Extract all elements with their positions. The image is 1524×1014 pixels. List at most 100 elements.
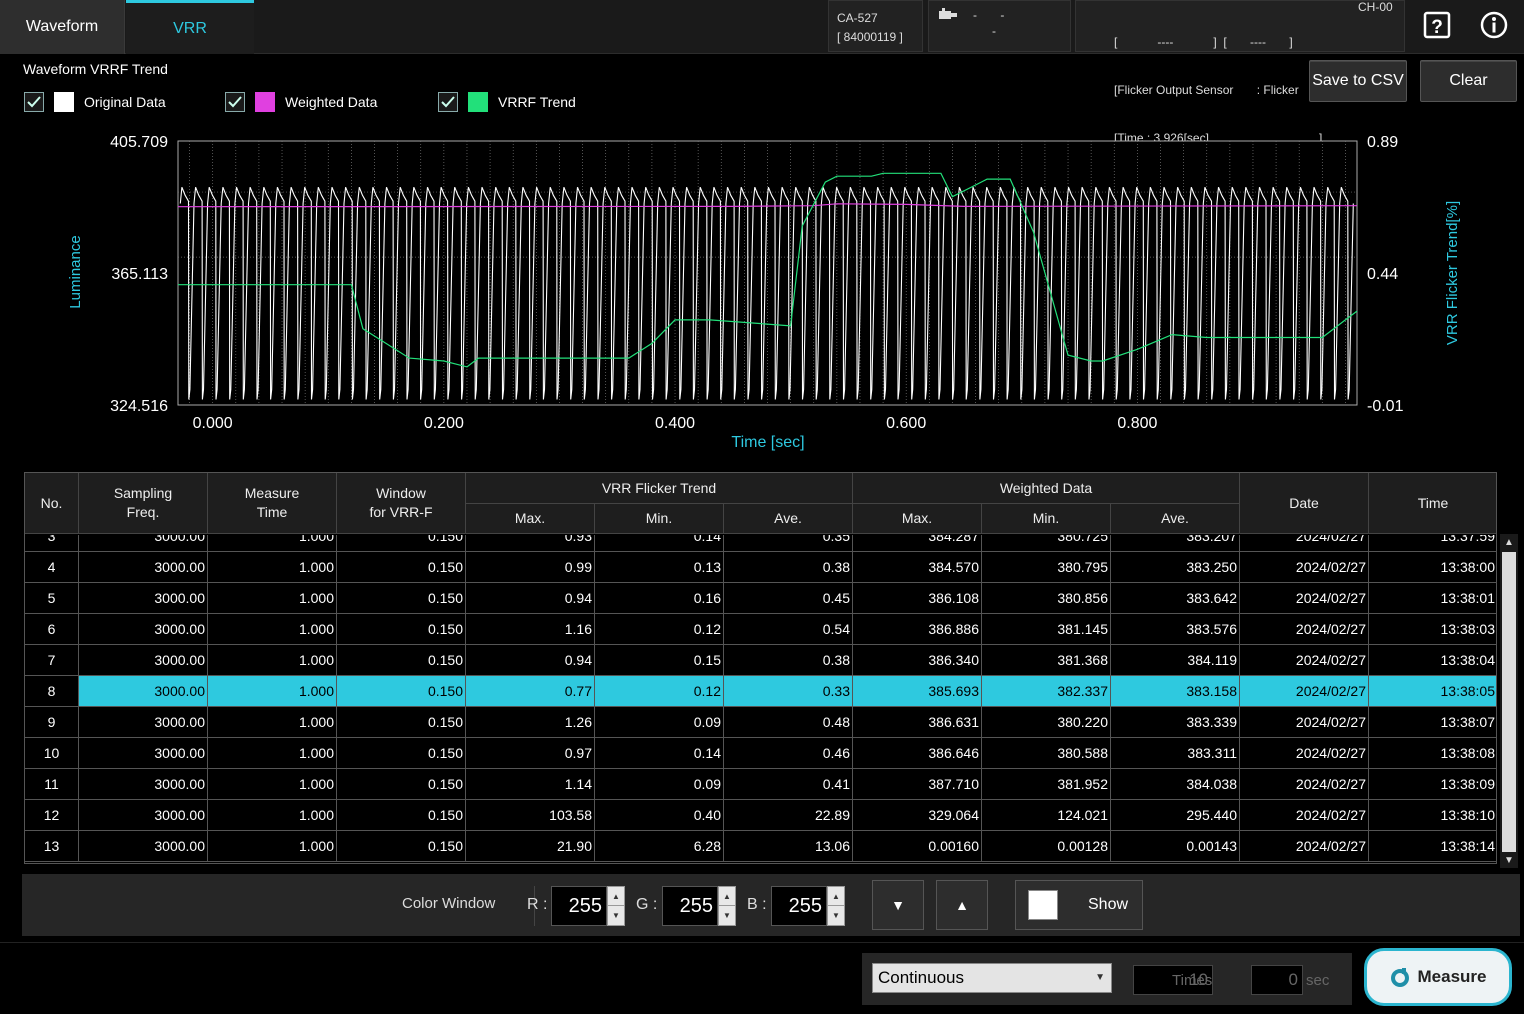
table-row[interactable]: 12 3000.00 1.000 0.150 103.58 0.40 22.89 329.06… (25, 800, 1496, 831)
col-measure-time[interactable]: Measure Time (208, 473, 337, 534)
sensor-info-line1: [ ---- ] [ ---- ] (1114, 35, 1293, 49)
col-vrr-min[interactable]: Min. (595, 504, 724, 534)
table-row[interactable]: 8 3000.00 1.000 0.150 0.77 0.12 0.33 385.693 382… (25, 676, 1496, 707)
cell-weighted-max: 386.631 (853, 707, 982, 738)
cell-window: 0.150 (337, 831, 466, 862)
spin-up-icon[interactable]: ▲ (828, 887, 844, 906)
table-row[interactable]: 10 3000.00 1.000 0.150 0.97 0.14 0.46 386.646 38… (25, 738, 1496, 769)
table-row[interactable]: 3 3000.00 1.000 0.150 0.93 0.14 0.35 384.287 380… (25, 535, 1496, 552)
spin-up-icon[interactable]: ▲ (608, 887, 624, 906)
cell-sampling-freq: 3000.00 (79, 738, 208, 769)
cell-vrr-ave: 0.54 (724, 614, 853, 645)
measure-button[interactable]: Measure (1364, 948, 1512, 1006)
cell-weighted-max: 384.287 (853, 535, 982, 552)
cell-vrr-max: 1.14 (466, 769, 595, 800)
col-time[interactable]: Time (1369, 473, 1496, 534)
cell-vrr-ave: 0.38 (724, 645, 853, 676)
cell-vrr-min: 0.09 (595, 707, 724, 738)
cell-weighted-ave: 383.576 (1111, 614, 1240, 645)
move-down-button[interactable]: ▼ (872, 880, 924, 930)
b-stepper[interactable]: ▲ ▼ (827, 886, 845, 926)
times-input[interactable]: 10 (1133, 965, 1213, 995)
device-model: CA-527 (837, 11, 878, 25)
col-weighted-ave[interactable]: Ave. (1111, 504, 1240, 534)
col-sampling-freq[interactable]: Sampling Freq. (79, 473, 208, 534)
weighted-data-swatch (255, 92, 275, 112)
legend-original-data[interactable]: Original Data (24, 92, 166, 112)
move-up-button[interactable]: ▲ (936, 880, 988, 930)
r-stepper[interactable]: ▲ ▼ (607, 886, 625, 926)
interval-input[interactable]: 0 (1251, 965, 1303, 995)
table-row[interactable]: 6 3000.00 1.000 0.150 1.16 0.12 0.54 386.886 381… (25, 614, 1496, 645)
help-icon[interactable]: ? (1422, 10, 1452, 40)
table-row[interactable]: 4 3000.00 1.000 0.150 0.99 0.13 0.38 384.570 380… (25, 552, 1496, 583)
measure-mode-panel: Continuous ▼ 10 Times 0 sec (862, 953, 1352, 1005)
cell-weighted-min: 380.588 (982, 738, 1111, 769)
col-no[interactable]: No. (25, 473, 79, 534)
original-data-checkbox[interactable] (24, 92, 44, 112)
cell-vrr-min: 0.14 (595, 738, 724, 769)
scroll-thumb[interactable] (1502, 552, 1516, 852)
table-row[interactable]: 9 3000.00 1.000 0.150 1.26 0.09 0.48 386.631 380… (25, 707, 1496, 738)
legend-vrrf-trend[interactable]: VRRF Trend (438, 92, 576, 112)
cell-measure-time: 1.000 (208, 800, 337, 831)
probe-line2: - (992, 24, 996, 38)
table-row[interactable]: 11 3000.00 1.000 0.150 1.14 0.09 0.41 387.710 38… (25, 769, 1496, 800)
legend-weighted-data[interactable]: Weighted Data (225, 92, 377, 112)
y-axis-left-label: Luminance (67, 235, 84, 308)
panel-title: Waveform VRRF Trend (23, 61, 168, 77)
save-to-csv-button[interactable]: Save to CSV (1309, 60, 1407, 102)
vrrf-trend-checkbox[interactable] (438, 92, 458, 112)
clear-button[interactable]: Clear (1420, 60, 1517, 102)
color-window-label: Color Window (402, 895, 496, 912)
cell-weighted-ave: 384.038 (1111, 769, 1240, 800)
cell-date: 2024/02/27 (1240, 800, 1369, 831)
table-row[interactable]: 13 3000.00 1.000 0.150 21.90 6.28 13.06 0.00160… (25, 831, 1496, 862)
cell-vrr-ave: 0.45 (724, 583, 853, 614)
cell-date: 2024/02/27 (1240, 707, 1369, 738)
spin-down-icon[interactable]: ▼ (832, 911, 840, 920)
table-scrollbar[interactable]: ▲ ▼ (1500, 534, 1518, 868)
show-color-button[interactable]: Show (1015, 880, 1143, 930)
weighted-data-checkbox[interactable] (225, 92, 245, 112)
cell-no: 4 (25, 552, 79, 583)
col-date[interactable]: Date (1240, 473, 1369, 534)
cell-vrr-max: 0.94 (466, 645, 595, 676)
g-stepper[interactable]: ▲ ▼ (718, 886, 736, 926)
col-vrr-max[interactable]: Max. (466, 504, 595, 534)
x-tick-label: 0.600 (886, 415, 926, 432)
x-tick-label: 0.800 (1117, 415, 1157, 432)
g-input[interactable]: 255 (662, 886, 718, 926)
table-row[interactable]: 5 3000.00 1.000 0.150 0.94 0.16 0.45 386.108 380… (25, 583, 1496, 614)
x-tick-label: 0.200 (424, 415, 464, 432)
legend-label: Weighted Data (285, 94, 378, 110)
cell-no: 7 (25, 645, 79, 676)
col-vrr-ave[interactable]: Ave. (724, 504, 853, 534)
cell-measure-time: 1.000 (208, 738, 337, 769)
spin-down-icon[interactable]: ▼ (723, 911, 731, 920)
cell-date: 2024/02/27 (1240, 645, 1369, 676)
spin-up-icon[interactable]: ▲ (719, 887, 735, 906)
cell-weighted-max: 384.570 (853, 552, 982, 583)
sensor-info-line2: [Flicker Output Sensor : Flicker ] (1114, 83, 1343, 97)
scroll-up-icon[interactable]: ▲ (1504, 536, 1514, 548)
b-input[interactable]: 255 (771, 886, 827, 926)
scroll-down-icon[interactable]: ▼ (1504, 854, 1514, 866)
measure-mode-select[interactable]: Continuous ▼ (872, 963, 1112, 993)
table-row[interactable]: 7 3000.00 1.000 0.150 0.94 0.15 0.38 386.340 381… (25, 645, 1496, 676)
cell-weighted-min: 382.337 (982, 676, 1111, 707)
cell-weighted-max: 386.108 (853, 583, 982, 614)
check-icon (228, 96, 242, 108)
cell-measure-time: 1.000 (208, 707, 337, 738)
tab-waveform[interactable]: Waveform (0, 0, 125, 54)
tab-vrr[interactable]: VRR (126, 0, 254, 54)
info-icon[interactable] (1479, 10, 1509, 40)
col-weighted-max[interactable]: Max. (853, 504, 982, 534)
cell-weighted-min: 380.725 (982, 535, 1111, 552)
cell-vrr-max: 0.99 (466, 552, 595, 583)
col-window[interactable]: Window for VRR-F (337, 473, 466, 534)
col-weighted-min[interactable]: Min. (982, 504, 1111, 534)
r-input[interactable]: 255 (551, 886, 607, 926)
spin-down-icon[interactable]: ▼ (612, 911, 620, 920)
cell-vrr-max: 103.58 (466, 800, 595, 831)
